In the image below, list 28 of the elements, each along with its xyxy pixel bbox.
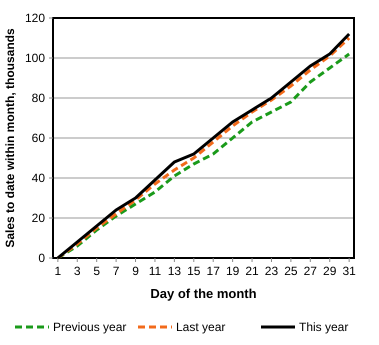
- y-tick-label: 60: [32, 131, 46, 146]
- x-axis-title: Day of the month: [150, 286, 257, 301]
- legend-label: This year: [299, 320, 348, 334]
- y-tick-label: 80: [32, 91, 46, 106]
- y-axis-title: Sales to date within month, thousands: [3, 28, 17, 248]
- y-tick-label: 120: [24, 11, 46, 26]
- y-tick-label: 100: [24, 51, 46, 66]
- x-tick-label: 3: [74, 264, 81, 278]
- x-tick-label: 1: [54, 264, 62, 278]
- x-tick-label: 5: [93, 264, 100, 278]
- x-tick-label: 29: [323, 264, 337, 278]
- legend-label: Last year: [176, 320, 226, 334]
- y-tick-label: 40: [32, 171, 46, 186]
- x-tick-label: 15: [187, 264, 201, 278]
- x-tick-label: 11: [148, 264, 162, 278]
- x-tick-label: 7: [112, 264, 120, 278]
- y-tick-label: 0: [38, 251, 46, 266]
- x-tick-label: 25: [284, 264, 298, 278]
- x-tick-label: 9: [132, 264, 140, 278]
- x-tick-label: 17: [206, 264, 220, 278]
- x-tick-label: 13: [168, 264, 182, 278]
- legend-label: Previous year: [53, 320, 126, 334]
- x-tick-label: 31: [342, 264, 356, 278]
- y-tick-label: 20: [32, 211, 46, 226]
- x-tick-label: 23: [264, 264, 278, 278]
- x-tick-label: 19: [226, 264, 240, 278]
- x-tick-label: 27: [304, 264, 318, 278]
- x-tick-label: 21: [245, 264, 260, 278]
